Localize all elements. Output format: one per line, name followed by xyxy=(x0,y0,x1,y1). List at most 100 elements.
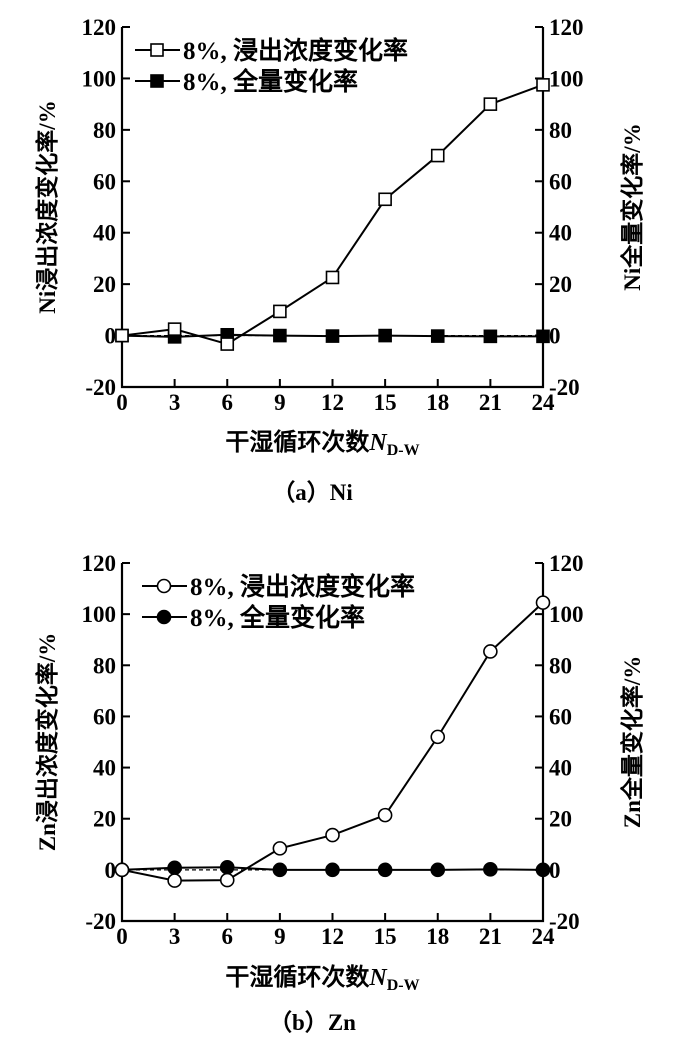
x-axis-title: 干湿循环次数ND-W xyxy=(225,963,419,994)
y-axis-title-left: Zn浸出浓度变化率/% xyxy=(34,633,60,852)
y-tick-label-right: 40 xyxy=(549,756,572,781)
y-tick-label-right: 60 xyxy=(549,704,572,729)
x-tick-label: 6 xyxy=(222,924,234,949)
y-axis-title-left: Ni浸出浓度变化率/% xyxy=(34,100,60,313)
data-point xyxy=(535,862,551,878)
y-tick-label-right: 0 xyxy=(549,858,561,883)
data-point xyxy=(483,329,498,344)
figure-caption: （a）Ni xyxy=(272,479,353,505)
series-total-change-rate xyxy=(114,859,551,878)
x-axis-title: 干湿循环次数ND-W xyxy=(225,428,419,459)
legend-label: 8%, 浸出浓度变化率 xyxy=(183,36,408,65)
x-tick-label: 3 xyxy=(169,924,181,949)
x-tick-label: 21 xyxy=(479,390,502,415)
data-point xyxy=(115,328,129,343)
data-point xyxy=(325,329,340,343)
y-axis-title-right: Zn全量变化率/% xyxy=(619,656,645,829)
data-point xyxy=(536,78,550,92)
data-point xyxy=(535,595,551,610)
y-tick-label-left: 40 xyxy=(93,221,116,246)
y-tick-label-left: 20 xyxy=(93,272,116,297)
y-tick-label-left: 100 xyxy=(82,66,117,91)
y-tick-label-left: 60 xyxy=(93,704,116,729)
y-tick-label-left: 80 xyxy=(93,118,116,143)
x-axis-title-text: 干湿循环次数 xyxy=(225,428,370,456)
legend-marker xyxy=(156,578,172,594)
data-point xyxy=(483,97,498,111)
y-tick-label-left: 80 xyxy=(93,653,116,678)
data-point xyxy=(272,862,288,878)
y-tick-label-right: -20 xyxy=(549,375,580,400)
x-tick-label: 24 xyxy=(532,390,556,415)
data-point xyxy=(430,729,446,745)
y-tick-label-right: 20 xyxy=(549,807,572,832)
data-point xyxy=(325,862,340,878)
data-point xyxy=(167,322,182,336)
data-point xyxy=(272,841,288,856)
data-point xyxy=(325,270,340,285)
x-tick-label: 9 xyxy=(274,390,286,415)
series-leaching-change-rate xyxy=(115,78,550,351)
x-axis-title-subscript: D-W xyxy=(387,442,420,459)
data-point xyxy=(220,337,235,351)
data-point xyxy=(378,328,392,343)
x-tick-label: 3 xyxy=(169,390,181,415)
data-point xyxy=(167,873,182,888)
data-point xyxy=(167,860,182,876)
legend-marker xyxy=(150,43,164,57)
data-point xyxy=(325,827,340,843)
x-tick-label: 18 xyxy=(426,390,449,415)
data-point xyxy=(378,192,392,207)
y-tick-label-right: 120 xyxy=(549,551,584,576)
y-tick-label-right: 80 xyxy=(549,118,572,143)
data-point xyxy=(483,644,498,659)
y-tick-label-right: 0 xyxy=(549,324,561,349)
data-point xyxy=(536,329,550,344)
x-tick-label: 18 xyxy=(426,924,449,949)
x-tick-label: 24 xyxy=(532,924,556,949)
legend-label: 8%, 全量变化率 xyxy=(190,603,365,632)
figure-caption: （b）Zn xyxy=(269,1009,356,1035)
x-tick-label: 15 xyxy=(374,924,397,949)
x-tick-label: 6 xyxy=(222,390,234,415)
y-tick-label-right: 120 xyxy=(549,15,584,40)
data-point xyxy=(273,304,287,319)
x-tick-label: 9 xyxy=(274,924,286,949)
series-total-change-rate xyxy=(115,327,550,344)
y-tick-label-right: 100 xyxy=(549,602,584,627)
x-tick-label: 12 xyxy=(321,924,344,949)
y-tick-label-left: 40 xyxy=(93,756,116,781)
data-point xyxy=(430,329,445,343)
x-axis-title-subscript: D-W xyxy=(387,977,420,994)
x-tick-label: 0 xyxy=(116,924,128,949)
legend-label: 8%, 浸出浓度变化率 xyxy=(190,572,415,601)
y-tick-label-left: 100 xyxy=(82,602,117,627)
legend-marker xyxy=(156,609,172,625)
data-point xyxy=(219,859,235,875)
data-point xyxy=(377,807,393,823)
series-line xyxy=(121,83,544,346)
x-tick-label: 21 xyxy=(479,924,502,949)
y-tick-label-left: 60 xyxy=(93,169,116,194)
x-tick-label: 0 xyxy=(116,390,128,415)
data-point xyxy=(377,862,393,878)
y-tick-label-left: 120 xyxy=(82,15,117,40)
legend-label: 8%, 全量变化率 xyxy=(183,67,358,96)
y-tick-label-right: 100 xyxy=(549,66,584,91)
series-leaching-change-rate xyxy=(114,595,551,888)
y-tick-label-right: 20 xyxy=(549,272,572,297)
x-tick-label: 15 xyxy=(374,390,397,415)
y-tick-label-left: 120 xyxy=(82,551,117,576)
y-tick-label-left: 20 xyxy=(93,807,116,832)
data-point xyxy=(430,862,446,878)
y-tick-label-right: -20 xyxy=(549,909,580,934)
y-tick-label-left: 0 xyxy=(105,324,117,349)
data-point xyxy=(219,872,235,888)
data-point xyxy=(114,862,130,878)
y-tick-label-left: -20 xyxy=(85,375,116,400)
data-point xyxy=(430,148,445,163)
